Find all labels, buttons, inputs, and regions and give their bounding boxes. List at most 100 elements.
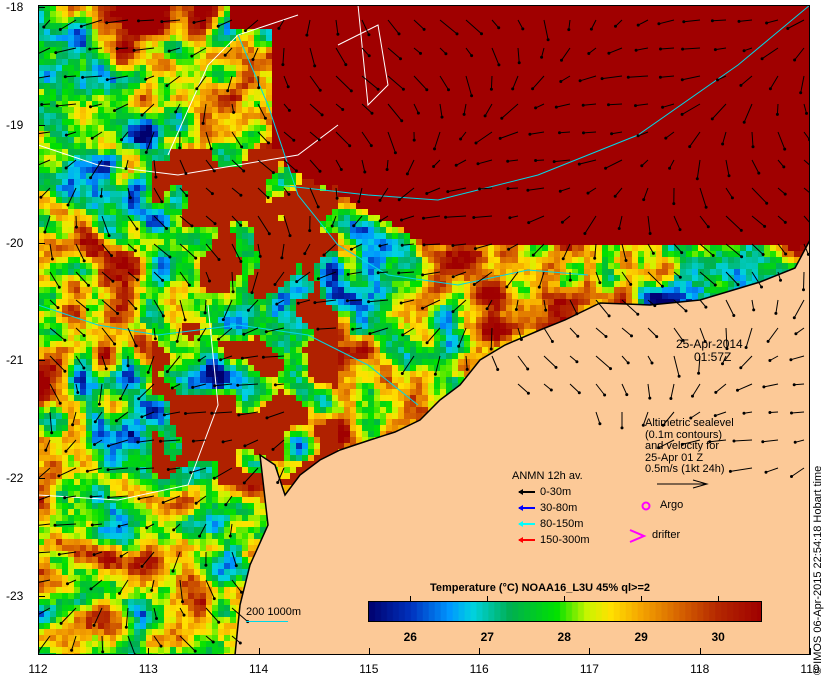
velocity-arrow-head (117, 524, 121, 528)
velocity-arrow (743, 103, 753, 123)
velocity-arrow (699, 327, 706, 342)
velocity-arrow-head (526, 391, 530, 395)
velocity-arrow (243, 327, 259, 335)
velocity-arrow-head (583, 232, 587, 235)
velocity-arrow (761, 47, 779, 60)
velocity-arrow-head (92, 623, 96, 627)
velocity-arrow-head (775, 112, 779, 116)
velocity-arrow (790, 355, 805, 361)
velocity-arrow-head (39, 195, 43, 199)
velocity-arrow (125, 607, 129, 628)
velocity-arrow-head (768, 87, 772, 91)
velocity-arrow (222, 299, 233, 320)
velocity-arrow (145, 131, 155, 153)
velocity-arrow (119, 579, 129, 594)
x-tick (699, 648, 701, 655)
velocity-arrow (766, 19, 779, 24)
velocity-arrow (455, 159, 467, 166)
velocity-arrow-head (546, 38, 550, 42)
velocity-arrow (283, 131, 295, 141)
velocity-arrow (191, 47, 207, 57)
velocity-arrow-head (239, 193, 243, 197)
velocity-arrow-head (794, 332, 798, 336)
velocity-arrow-head (603, 393, 607, 397)
velocity-arrow (401, 355, 415, 374)
velocity-arrow-head (793, 440, 797, 444)
velocity-arrow (517, 19, 524, 30)
velocity-arrow (335, 159, 342, 170)
y-tick-label: -23 (6, 589, 24, 603)
velocity-arrow-head (744, 346, 748, 349)
velocity-arrow (662, 103, 675, 108)
velocity-arrow (423, 215, 441, 219)
velocity-arrow-head (189, 471, 193, 474)
velocity-arrow-head (660, 284, 664, 288)
velocity-arrow-head (134, 344, 138, 348)
sealevel-contour (167, 14, 299, 156)
velocity-arrow (38, 159, 51, 166)
velocity-arrow-head (135, 467, 139, 471)
velocity-arrow-head (234, 564, 238, 568)
velocity-arrow (584, 215, 597, 234)
velocity-arrow (335, 47, 347, 65)
velocity-arrow-head (82, 259, 86, 263)
velocity-arrow (490, 327, 493, 350)
velocity-arrow (231, 187, 242, 196)
velocity-arrow (579, 159, 597, 165)
x-tick-label: 119 (800, 662, 820, 676)
velocity-arrow-head (680, 251, 684, 255)
velocity-arrow (66, 131, 77, 136)
velocity-arrow (75, 327, 85, 336)
velocity-arrow-head (783, 192, 787, 196)
velocity-arrow (185, 411, 207, 414)
velocity-arrow-head (119, 554, 123, 558)
velocity-arrow (413, 19, 425, 30)
velocity-arrow-head (528, 132, 532, 136)
velocity-arrow (238, 411, 259, 416)
velocity-arrow-head (736, 388, 739, 392)
velocity-arrow-head (648, 232, 652, 235)
velocity-arrow (351, 243, 363, 250)
velocity-arrow (245, 19, 259, 31)
velocity-arrow-head (209, 147, 213, 151)
land-polygon (234, 239, 810, 655)
velocity-arrow-head (659, 47, 662, 51)
velocity-arrow-head (124, 167, 128, 171)
anmn-legend-item: 0-30m (540, 486, 572, 498)
velocity-arrow-head (604, 335, 608, 338)
anmn-arrow-icon (518, 489, 535, 495)
velocity-arrow (413, 103, 419, 114)
velocity-arrow-head (191, 439, 195, 443)
velocity-arrow (699, 243, 714, 256)
velocity-arrow (673, 299, 687, 312)
velocity-arrow (777, 243, 786, 255)
velocity-arrow-head (465, 367, 469, 371)
velocity-arrow (379, 215, 389, 222)
velocity-arrow-head (266, 196, 270, 199)
velocity-arrow (621, 243, 627, 261)
velocity-arrow (543, 383, 552, 391)
velocity-arrow (402, 243, 415, 246)
velocity-arrow-head (86, 308, 90, 312)
velocity-arrow-head (376, 87, 380, 91)
velocity-arrow (309, 187, 319, 208)
y-tick-label: -19 (6, 117, 24, 132)
velocity-arrow-head (474, 141, 478, 145)
velocity-arrow (590, 19, 597, 30)
anmn-arrow-icon (518, 537, 535, 543)
velocity-arrow (298, 299, 311, 304)
velocity-arrow (538, 271, 545, 288)
velocity-arrow-head (598, 422, 602, 426)
velocity-arrow-head (607, 103, 610, 107)
velocity-arrow-head (322, 253, 326, 257)
velocity-arrow-head (704, 305, 708, 309)
velocity-arrow-head (531, 253, 535, 257)
velocity-arrow-head (161, 501, 165, 504)
velocity-arrow-head (190, 224, 194, 228)
velocity-arrow-head (793, 58, 797, 62)
velocity-arrow-head (400, 372, 404, 375)
velocity-arrow (508, 243, 519, 250)
velocity-arrow (217, 19, 233, 27)
velocity-arrow (406, 159, 415, 175)
y-tick (38, 242, 45, 244)
